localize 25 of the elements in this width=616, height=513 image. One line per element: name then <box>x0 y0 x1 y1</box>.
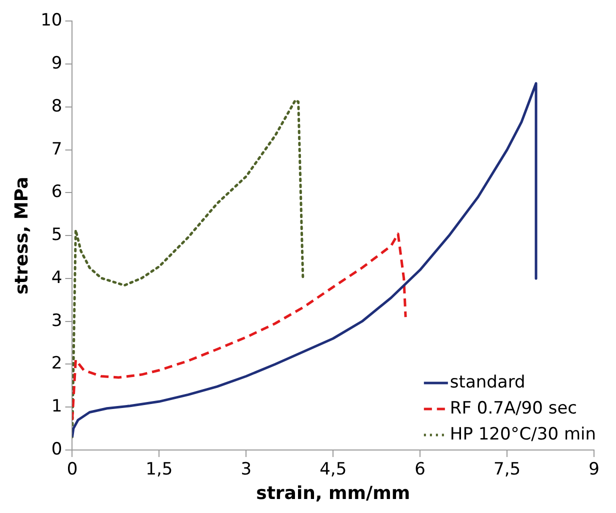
legend-label: standard <box>450 372 526 392</box>
y-tick-label: 7 <box>51 139 62 160</box>
x-tick-label: 6 <box>414 460 426 480</box>
y-tick-label: 4 <box>51 268 62 288</box>
line-series <box>72 98 304 438</box>
x-tick-label: 0 <box>66 460 78 480</box>
y-tick-label: 8 <box>51 96 62 116</box>
x-tick-label: 9 <box>588 460 600 480</box>
x-tick-label: 7,5 <box>494 460 521 480</box>
x-tick-label: 1,5 <box>146 460 173 480</box>
x-axis-title: strain, mm/mm <box>256 482 410 504</box>
y-tick-label: 10 <box>40 10 62 31</box>
legend-label: RF 0.7A/90 sec <box>450 398 578 418</box>
y-tick-label: 1 <box>51 396 62 417</box>
line-series <box>72 232 407 422</box>
y-tick-label: 3 <box>51 310 62 331</box>
y-axis-title: stress, MPa <box>11 176 32 294</box>
legend-label: HP 120°C/30 min <box>450 424 596 444</box>
y-tick-label: 9 <box>51 54 62 74</box>
y-tick-label: 2 <box>51 354 62 374</box>
y-tick-label: 0 <box>51 439 62 460</box>
y-tick-label: 5 <box>51 225 62 246</box>
y-tick-label: 6 <box>51 182 62 202</box>
x-tick-label: 3 <box>240 460 252 480</box>
x-tick-label: 4,5 <box>320 460 347 480</box>
